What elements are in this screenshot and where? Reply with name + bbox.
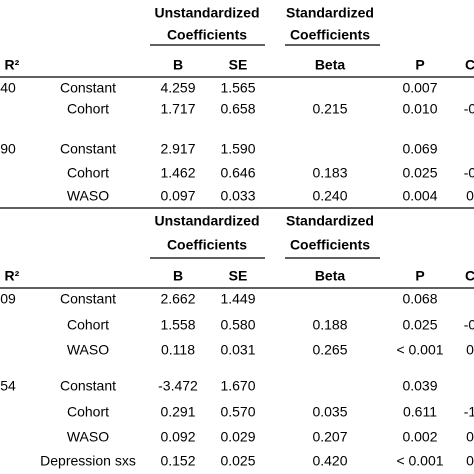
- cell: Cohort: [67, 101, 109, 117]
- column-header: P: [415, 57, 424, 73]
- cell: WASO: [67, 188, 109, 204]
- cell: < 0.001: [396, 453, 443, 469]
- cell: Depression sxs: [40, 453, 136, 469]
- cell: 0.611: [403, 404, 437, 420]
- cell: -0: [464, 165, 474, 181]
- cell: 2.917: [160, 141, 195, 157]
- cell: 0.025: [402, 165, 437, 181]
- cell: Cohort: [67, 317, 109, 333]
- column-header: SE: [229, 268, 248, 284]
- cell: 0.188: [312, 317, 347, 333]
- cell: 0.207: [312, 429, 347, 445]
- cell: 0.035: [312, 404, 347, 420]
- column-header: C: [465, 57, 474, 73]
- cell: 1.590: [220, 141, 255, 157]
- cell: Constant: [60, 378, 116, 394]
- column-header: SE: [229, 57, 248, 73]
- cell: 0.029: [220, 429, 255, 445]
- cell: 0.570: [220, 404, 255, 420]
- cell: 09: [0, 291, 16, 307]
- cell: WASO: [67, 429, 109, 445]
- group-header: Unstandardized: [154, 5, 259, 21]
- cell: Cohort: [67, 165, 109, 181]
- cell: 40: [0, 80, 16, 96]
- column-header: C: [465, 268, 474, 284]
- group-header: Coefficients: [167, 27, 247, 43]
- cell: 1.670: [220, 378, 255, 394]
- cell: 1.558: [160, 317, 195, 333]
- cell: 0: [466, 342, 474, 358]
- cell: 0: [466, 429, 474, 445]
- cell: 1.565: [220, 80, 255, 96]
- cell: 0: [466, 188, 474, 204]
- cell: 0.097: [160, 188, 195, 204]
- cell: 0.069: [402, 141, 437, 157]
- cell: 0.646: [220, 165, 255, 181]
- cell: 0.183: [312, 165, 347, 181]
- cell: 0.580: [220, 317, 255, 333]
- cell: 1.462: [160, 165, 195, 181]
- cell: 0.010: [402, 101, 437, 117]
- cell: 0.033: [220, 188, 255, 204]
- cell: 0.240: [312, 188, 347, 204]
- cell: 0.265: [312, 342, 347, 358]
- cell: 1.717: [160, 101, 195, 117]
- cell: 0: [466, 453, 474, 469]
- cell: Constant: [60, 291, 116, 307]
- cell: 0.152: [160, 453, 195, 469]
- cell: 0.658: [220, 101, 255, 117]
- cell: -1: [464, 404, 474, 420]
- cell: 4.259: [160, 80, 195, 96]
- cell: 0.118: [161, 342, 195, 358]
- group-header: Unstandardized: [154, 213, 259, 229]
- cell: 2.662: [160, 291, 195, 307]
- column-header: . R²: [0, 268, 20, 284]
- column-header: B: [173, 268, 183, 284]
- cell: 0.215: [312, 101, 347, 117]
- cell: -0: [464, 101, 474, 117]
- cell: 0.068: [402, 291, 437, 307]
- cell: 0.420: [312, 453, 347, 469]
- cell: WASO: [67, 342, 109, 358]
- group-header: Coefficients: [290, 237, 370, 253]
- cell: 90: [0, 141, 16, 157]
- column-header: . R²: [0, 57, 20, 73]
- cell: Cohort: [67, 404, 109, 420]
- cell: -3.472: [158, 378, 198, 394]
- cell: 0.004: [402, 188, 437, 204]
- cell: -0: [464, 317, 474, 333]
- cell: 0.007: [402, 80, 437, 96]
- cell: 0.039: [402, 378, 437, 394]
- cell: 54: [0, 378, 16, 394]
- cell: 0.092: [160, 429, 195, 445]
- cell: 0.031: [220, 342, 255, 358]
- cell: 0.025: [402, 317, 437, 333]
- cell: Constant: [60, 80, 116, 96]
- cell: 0.002: [402, 429, 437, 445]
- column-header: B: [173, 57, 183, 73]
- group-header: Coefficients: [167, 237, 247, 253]
- group-header: Standardized: [286, 213, 374, 229]
- column-header: Beta: [315, 57, 346, 73]
- column-header: Beta: [315, 268, 346, 284]
- cell: Constant: [60, 141, 116, 157]
- cell: 0.025: [220, 453, 255, 469]
- cell: < 0.001: [396, 342, 443, 358]
- cell: 1.449: [220, 291, 255, 307]
- column-header: P: [415, 268, 424, 284]
- group-header: Coefficients: [290, 27, 370, 43]
- cell: 0.291: [160, 404, 195, 420]
- group-header: Standardized: [286, 5, 374, 21]
